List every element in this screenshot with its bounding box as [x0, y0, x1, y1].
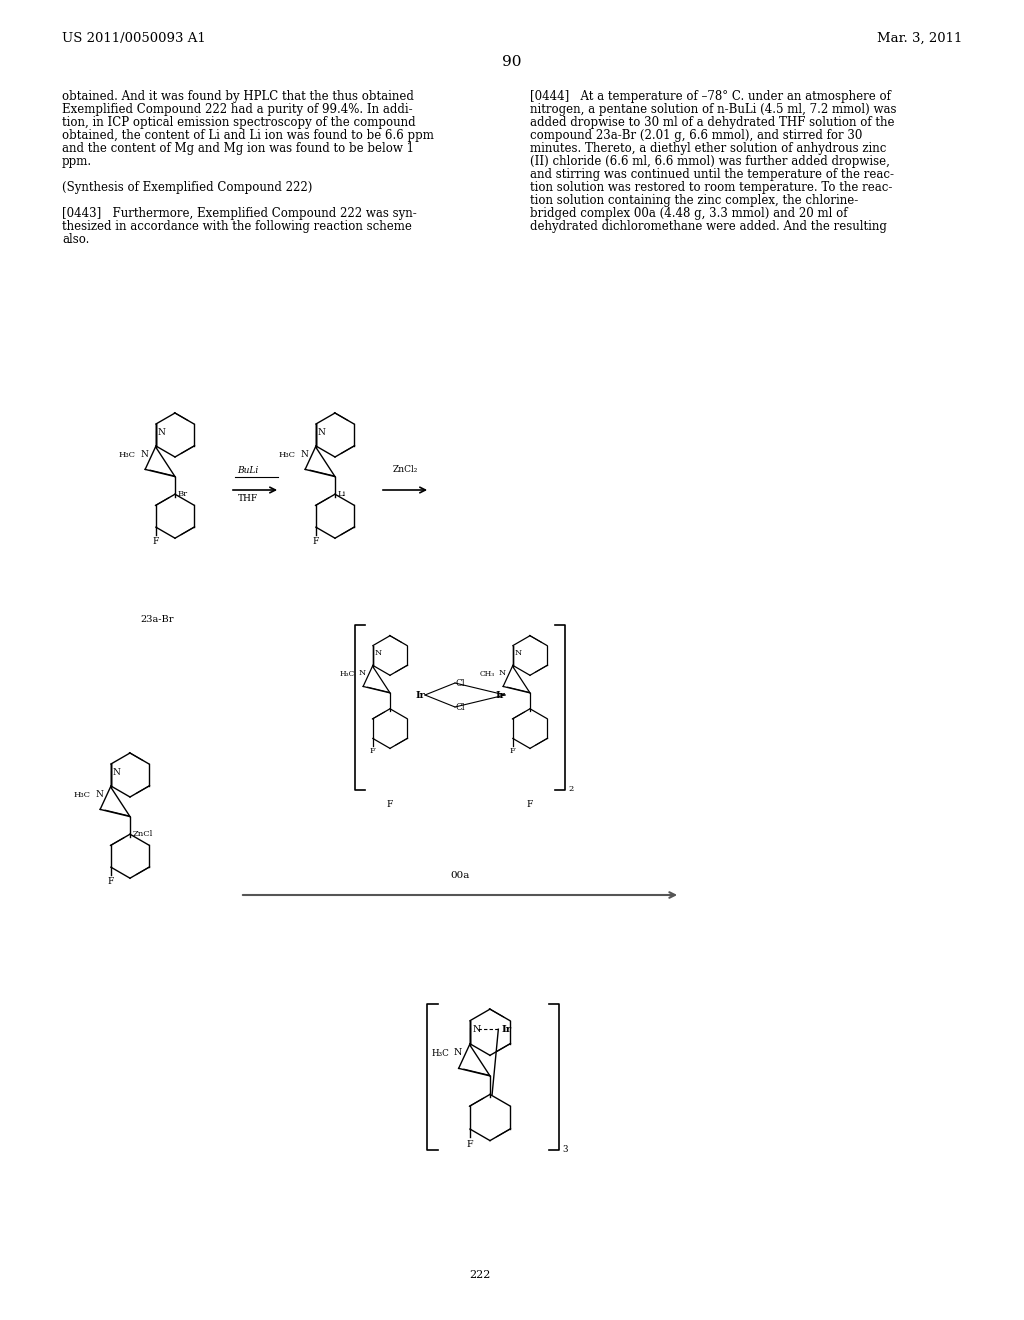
Text: dehydrated dichloromethane were added. And the resulting: dehydrated dichloromethane were added. A… [530, 220, 887, 234]
Text: F: F [387, 800, 393, 809]
Text: Ir: Ir [502, 1024, 512, 1034]
Text: N: N [158, 428, 166, 437]
Text: N: N [300, 450, 308, 458]
Text: nitrogen, a pentane solution of n-BuLi (4.5 ml, 7.2 mmol) was: nitrogen, a pentane solution of n-BuLi (… [530, 103, 896, 116]
Text: F: F [467, 1139, 473, 1148]
Text: N: N [454, 1048, 462, 1057]
Text: THF: THF [238, 494, 258, 503]
Text: H₃C: H₃C [74, 791, 91, 799]
Text: 00a: 00a [451, 871, 470, 880]
Text: H₃C: H₃C [340, 669, 355, 677]
Text: (Synthesis of Exemplified Compound 222): (Synthesis of Exemplified Compound 222) [62, 181, 312, 194]
Text: N: N [317, 428, 326, 437]
Text: Br: Br [178, 490, 188, 498]
Text: N: N [95, 789, 103, 799]
Text: also.: also. [62, 234, 89, 246]
Text: Ir: Ir [496, 690, 505, 700]
Text: Ir: Ir [415, 690, 425, 700]
Text: [0444]   At a temperature of –78° C. under an atmosphere of: [0444] At a temperature of –78° C. under… [530, 90, 891, 103]
Text: F: F [108, 878, 114, 886]
Text: N: N [358, 669, 366, 677]
Text: Mar. 3, 2011: Mar. 3, 2011 [877, 32, 962, 45]
Text: F: F [153, 537, 159, 546]
Text: Cl: Cl [456, 678, 465, 688]
Text: H₃C: H₃C [431, 1049, 449, 1057]
Text: H₃C: H₃C [279, 451, 296, 459]
Text: N: N [140, 450, 147, 458]
Text: F: F [312, 537, 319, 546]
Text: Li: Li [338, 490, 346, 498]
Text: ppm.: ppm. [62, 154, 92, 168]
Text: tion solution was restored to room temperature. To the reac-: tion solution was restored to room tempe… [530, 181, 892, 194]
Text: tion solution containing the zinc complex, the chlorine-: tion solution containing the zinc comple… [530, 194, 858, 207]
Text: obtained, the content of Li and Li ion was found to be 6.6 ppm: obtained, the content of Li and Li ion w… [62, 129, 434, 143]
Text: and the content of Mg and Mg ion was found to be below 1: and the content of Mg and Mg ion was fou… [62, 143, 414, 154]
Text: and stirring was continued until the temperature of the reac-: and stirring was continued until the tem… [530, 168, 894, 181]
Text: BuLi: BuLi [238, 466, 259, 475]
Text: Cl: Cl [456, 702, 465, 711]
Text: CH₃: CH₃ [479, 669, 495, 677]
Text: thesized in accordance with the following reaction scheme: thesized in accordance with the followin… [62, 220, 412, 234]
Text: tion, in ICP optical emission spectroscopy of the compound: tion, in ICP optical emission spectrosco… [62, 116, 416, 129]
Text: 23a-Br: 23a-Br [140, 615, 173, 624]
Text: F: F [510, 747, 516, 755]
Text: [0443]   Furthermore, Exemplified Compound 222 was syn-: [0443] Furthermore, Exemplified Compound… [62, 207, 417, 220]
Text: 3: 3 [562, 1144, 568, 1154]
Text: Exemplified Compound 222 had a purity of 99.4%. In addi-: Exemplified Compound 222 had a purity of… [62, 103, 413, 116]
Text: N: N [515, 649, 522, 657]
Text: ZnCl₂: ZnCl₂ [392, 465, 418, 474]
Text: (II) chloride (6.6 ml, 6.6 mmol) was further added dropwise,: (II) chloride (6.6 ml, 6.6 mmol) was fur… [530, 154, 890, 168]
Text: obtained. And it was found by HPLC that the thus obtained: obtained. And it was found by HPLC that … [62, 90, 414, 103]
Text: bridged complex 00a (4.48 g, 3.3 mmol) and 20 ml of: bridged complex 00a (4.48 g, 3.3 mmol) a… [530, 207, 848, 220]
Text: compound 23a-Br (2.01 g, 6.6 mmol), and stirred for 30: compound 23a-Br (2.01 g, 6.6 mmol), and … [530, 129, 862, 143]
Text: 2: 2 [568, 785, 573, 793]
Text: N: N [499, 669, 506, 677]
Text: US 2011/0050093 A1: US 2011/0050093 A1 [62, 32, 206, 45]
Text: 222: 222 [469, 1270, 490, 1280]
Text: F: F [370, 747, 376, 755]
Text: N: N [472, 1024, 480, 1034]
Text: N: N [375, 649, 382, 657]
Text: added dropwise to 30 ml of a dehydrated THF solution of the: added dropwise to 30 ml of a dehydrated … [530, 116, 895, 129]
Text: 90: 90 [502, 55, 522, 69]
Text: ZnCl: ZnCl [133, 830, 154, 838]
Text: minutes. Thereto, a diethyl ether solution of anhydrous zinc: minutes. Thereto, a diethyl ether soluti… [530, 143, 887, 154]
Text: F: F [526, 800, 534, 809]
Text: H₃C: H₃C [119, 451, 136, 459]
Text: N: N [113, 768, 121, 776]
